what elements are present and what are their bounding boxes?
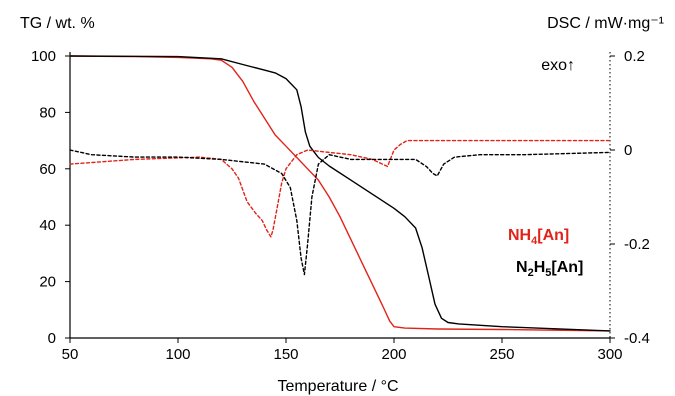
left-y-tick-label: 20 [39, 274, 56, 291]
left-y-tick-label: 0 [48, 330, 56, 347]
x-tick-label: 250 [489, 346, 514, 363]
right-y-tick-label: 0.2 [624, 48, 645, 65]
ticks-layer: 50 100 150 200 250 300 0 20 40 60 80 100 -0.4 -0.2 0 0.… [31, 48, 650, 363]
left-y-tick-label: 100 [31, 48, 56, 65]
x-tick-label: 200 [381, 346, 406, 363]
series-nh4-an-tg [69, 55, 611, 332]
series-nh4-an-dsc [69, 139, 611, 238]
legend-label-nh4-an: NH4[An] [508, 227, 569, 247]
legend-label-n2h5-an: N2H5[An] [516, 259, 583, 279]
left-y-tick-label: 60 [39, 161, 56, 178]
series-n2h5-an-dsc [69, 149, 611, 276]
right-y-tick-label: -0.4 [624, 330, 650, 347]
x-tick-label: 50 [62, 346, 79, 363]
x-tick-label: 300 [597, 346, 622, 363]
series-n2h5-an-tg [69, 55, 611, 332]
left-y-tick-label: 80 [39, 104, 56, 121]
x-tick-label: 150 [273, 346, 298, 363]
exo-annotation: exo↑ [541, 57, 575, 74]
right-axis-title: DSC / mW·mg⁻¹ [547, 15, 664, 32]
x-axis-title: Temperature / °C [277, 378, 398, 395]
right-y-tick-label: 0 [624, 142, 632, 159]
left-axis-title: TG / wt. % [20, 15, 95, 32]
plot-frame [69, 52, 611, 339]
right-y-tick-label: -0.2 [624, 236, 650, 253]
left-y-tick-label: 40 [39, 217, 56, 234]
x-tick-label: 100 [165, 346, 190, 363]
series-layer [69, 55, 611, 332]
